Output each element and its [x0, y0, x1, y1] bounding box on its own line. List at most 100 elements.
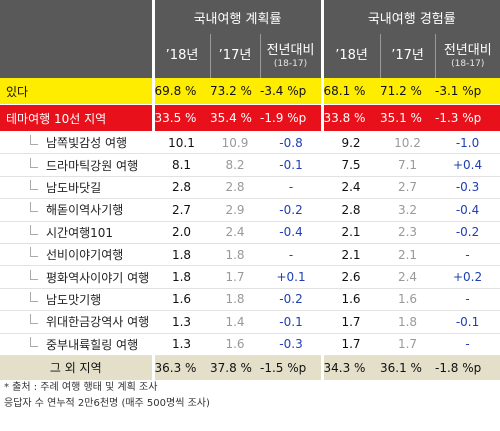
row-label: 남쪽빛감성 여행 [0, 131, 153, 155]
cell: 10.9 [210, 131, 260, 155]
table-row: 선비이야기여행 1.8 1.8 - 2.1 2.1 - [0, 243, 500, 267]
cell: 68.1 % [320, 78, 381, 105]
table-row: 위대한금강역사 여행 1.3 1.4 -0.1 1.7 1.8 -0.1 [0, 310, 500, 334]
cell: 2.7 [380, 176, 436, 200]
cell: 2.1 [322, 221, 381, 244]
cell: -0.1 [260, 153, 323, 177]
row-label: 남도바닷길 [0, 176, 153, 200]
cell: 2.8 [210, 176, 260, 200]
cell: - [435, 243, 500, 267]
cell: -1.3 %p [435, 104, 500, 132]
cell: 7.1 [380, 153, 436, 177]
tree-connector-icon [30, 269, 38, 280]
cell: -0.3 [435, 176, 500, 200]
cell: +0.2 [435, 265, 500, 289]
table-row: 남쪽빛감성 여행 10.1 10.9 -0.8 9.2 10.2 -1.0 [0, 131, 500, 155]
cell: 8.2 [210, 153, 260, 177]
cell: 36.1 % [380, 355, 436, 380]
header-experience-rate: 국내여행 경험률 [320, 0, 500, 34]
cell: 73.2 % [210, 78, 260, 105]
cell: 1.6 [210, 333, 260, 356]
cell: 2.4 [322, 176, 381, 200]
cell: 1.7 [322, 310, 381, 334]
cell: -0.2 [260, 198, 323, 222]
cell: -3.1 %p [435, 78, 500, 105]
cell: 1.4 [210, 310, 260, 334]
cell: 1.8 [210, 243, 260, 267]
cell: - [435, 288, 500, 312]
cell: 1.3 [153, 333, 210, 356]
cell: -0.1 [435, 310, 500, 334]
col-plan-2018: ’18년 [151, 34, 210, 78]
cell: -0.2 [435, 221, 500, 244]
row-label: 테마여행 10선 지역 [0, 104, 153, 132]
cell: - [260, 243, 323, 267]
cell: 1.7 [322, 333, 381, 356]
row-other-regions: 그 외 지역 36.3 % 37.8 % -1.5 %p 34.3 % 36.1… [0, 355, 500, 380]
row-label: 남도맛기행 [0, 288, 153, 312]
cell: 2.4 [210, 221, 260, 244]
table-row: 남도바닷길 2.8 2.8 - 2.4 2.7 -0.3 [0, 176, 500, 200]
cell: -0.2 [260, 288, 323, 312]
cell: 2.8 [153, 176, 210, 200]
cell: 1.6 [322, 288, 381, 312]
cell: -1.5 %p [260, 355, 323, 380]
cell: 35.4 % [210, 104, 260, 132]
cell: +0.1 [260, 265, 323, 289]
cell: 2.7 [153, 198, 210, 222]
tree-connector-icon [30, 135, 38, 146]
tree-connector-icon [30, 202, 38, 213]
cell: 33.8 % [320, 104, 381, 132]
col-exp-2017: ’17년 [379, 34, 436, 78]
cell: 2.1 [322, 243, 381, 267]
cell: +0.4 [435, 153, 500, 177]
row-theme-10: 테마여행 10선 지역 33.5 % 35.4 % -1.9 %p 33.8 %… [0, 104, 500, 132]
cell: 7.5 [322, 153, 381, 177]
cell: -0.4 [260, 221, 323, 244]
cell: 1.7 [210, 265, 260, 289]
header-group-row: 국내여행 계획률 국내여행 경험률 [0, 0, 500, 78]
cell: - [260, 176, 323, 200]
cell: 36.3 % [151, 355, 210, 380]
tree-connector-icon [30, 157, 38, 168]
cell: 2.8 [322, 198, 381, 222]
table-row: 드라마틱강원 여행 8.1 8.2 -0.1 7.5 7.1 +0.4 [0, 153, 500, 177]
travel-stats-table: 국내여행 계획률 국내여행 경험률 ’18년 ’17년 전년대비 (18-17) … [0, 0, 500, 380]
cell: 33.5 % [151, 104, 210, 132]
cell: 9.2 [322, 131, 381, 155]
cell: 35.1 % [380, 104, 436, 132]
cell: -0.4 [435, 198, 500, 222]
header-corner [0, 0, 153, 78]
cell: 1.8 [153, 265, 210, 289]
cell: -1.9 %p [260, 104, 323, 132]
cell: - [435, 333, 500, 356]
footnote-sample: 응답자 수 연누적 2만6천명 (매주 500명씩 조사) [4, 398, 210, 409]
row-label: 선비이야기여행 [0, 243, 153, 267]
cell: 3.2 [380, 198, 436, 222]
col-plan-2017: ’17년 [209, 34, 260, 78]
cell: 2.3 [380, 221, 436, 244]
cell: -1.8 %p [435, 355, 500, 380]
cell: 2.9 [210, 198, 260, 222]
tree-connector-icon [30, 247, 38, 258]
cell: -0.1 [260, 310, 323, 334]
row-label: 해돋이역사기행 [0, 198, 153, 222]
header-column-row: ’18년 ’17년 전년대비 (18-17) ’18년 ’17년 전년대비 (18-… [0, 34, 500, 78]
tree-connector-icon [30, 291, 38, 302]
footnote: * 출처 : 주례 여행 행태 및 계획 조사 응답자 수 연누적 2만6천명 … [4, 380, 210, 412]
row-yes: 있다 69.8 % 73.2 % -3.4 %p 68.1 % 71.2 % -… [0, 78, 500, 105]
row-label: 위대한금강역사 여행 [0, 310, 153, 334]
tree-connector-icon [30, 179, 38, 190]
cell: 2.0 [153, 221, 210, 244]
cell: 1.7 [380, 333, 436, 356]
cell: 2.4 [380, 265, 436, 289]
cell: 71.2 % [380, 78, 436, 105]
cell: 8.1 [153, 153, 210, 177]
cell: 69.8 % [151, 78, 210, 105]
table-row: 해돋이역사기행 2.7 2.9 -0.2 2.8 3.2 -0.4 [0, 198, 500, 222]
row-label: 드라마틱강원 여행 [0, 153, 153, 177]
cell: 1.3 [153, 310, 210, 334]
cell: -0.3 [260, 333, 323, 356]
footnote-source: * 출처 : 주례 여행 행태 및 계획 조사 [4, 382, 158, 393]
cell: 1.8 [380, 310, 436, 334]
